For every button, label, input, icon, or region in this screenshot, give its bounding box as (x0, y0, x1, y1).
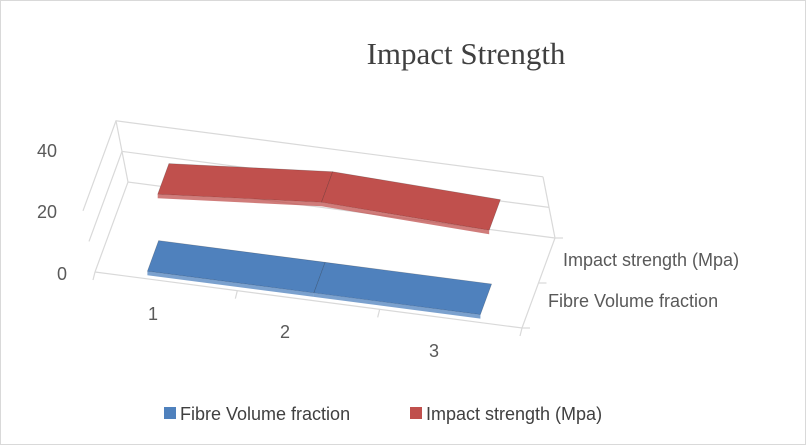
chart-walls (92, 120, 563, 337)
legend-swatch (164, 407, 176, 419)
x-tick-mark (377, 309, 381, 318)
y-tick-label: 20 (37, 202, 57, 222)
x-tick-label: 3 (429, 341, 439, 361)
series-fibre-volume-ribbon-edge (313, 292, 481, 319)
x-tick-mark (519, 327, 523, 337)
legend-label: Fibre Volume fraction (180, 404, 350, 424)
series-impact-strength-ribbon-edge (157, 194, 322, 207)
x-tick-mark (92, 271, 96, 281)
legend-label: Impact strength (Mpa) (426, 404, 602, 424)
wall-edge (115, 120, 129, 183)
x-tick-mark (234, 290, 238, 299)
x-tick-label: 2 (280, 322, 290, 342)
series-impact-strength-ribbon (321, 171, 501, 231)
legend-swatch (410, 407, 422, 419)
series-layer (146, 163, 501, 319)
series-fibre-volume-ribbon-edge (147, 271, 314, 297)
depth-tick-label: Fibre Volume fraction (548, 291, 718, 311)
x-tick-label: 1 (148, 304, 158, 324)
wall-edge (542, 176, 556, 239)
y-tick-label: 0 (57, 264, 67, 284)
chart-title: Impact Strength (367, 36, 566, 71)
y-tick-label: 40 (37, 141, 57, 161)
series-impact-strength-ribbon-edge (321, 202, 490, 235)
depth-tick-label: Impact strength (Mpa) (563, 250, 739, 270)
